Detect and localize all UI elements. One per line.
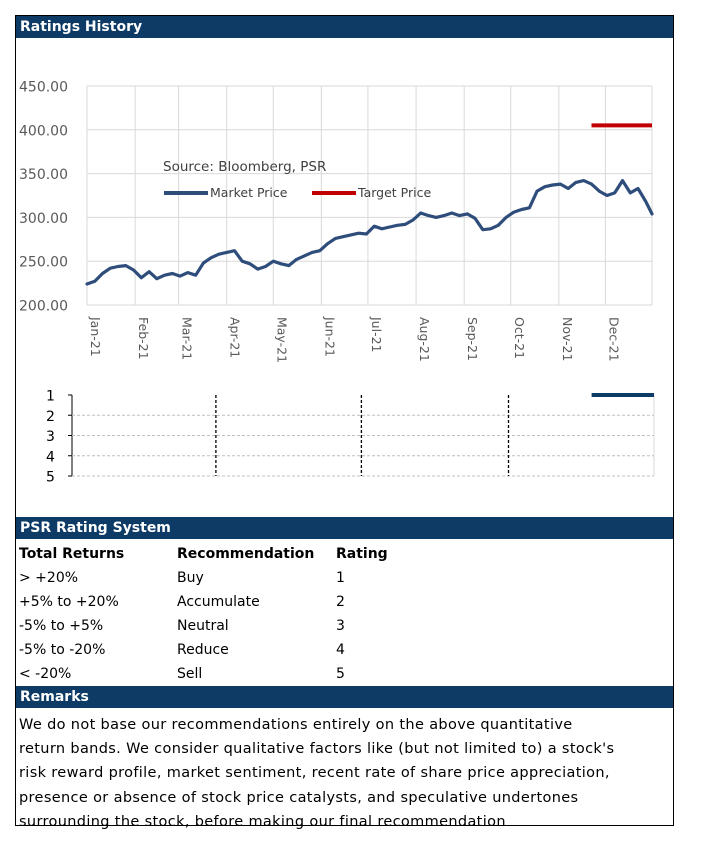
- remarks-line: risk reward profile, market sentiment, r…: [19, 765, 610, 782]
- remarks-title: Remarks: [20, 689, 89, 705]
- header-recommendation: Recommendation: [177, 546, 315, 562]
- price-x-axis: Jan-21 Feb-21 Mar-21 Apr-21 May-21 Jun-21 Jul-…: [88, 316, 621, 363]
- ratings-report-panel: Ratings History 450.00 400.00 350.00 300.00…: [15, 15, 674, 830]
- price-chart-grid: [86, 85, 653, 306]
- rating-cell: 5: [336, 666, 345, 682]
- header-rating: Rating: [336, 546, 388, 562]
- rating-cell: 1: [336, 570, 345, 586]
- x-tick-label: Feb-21: [136, 317, 151, 360]
- y-tick-label: 300.00: [19, 211, 68, 227]
- total-returns-cell: > +20%: [19, 570, 79, 586]
- rating-chart: 1 2 3 4 5: [46, 389, 655, 486]
- x-tick-label: Jun-21: [322, 316, 337, 357]
- total-returns-cell: -5% to -20%: [19, 642, 106, 658]
- x-tick-label: Apr-21: [228, 317, 243, 358]
- price-series-group: [85, 123, 654, 286]
- recommendation-cell: Accumulate: [177, 594, 260, 610]
- x-tick-label: Nov-21: [560, 317, 575, 361]
- rating-cell: 3: [336, 618, 345, 634]
- y-tick-label: 200.00: [19, 299, 68, 315]
- price-y-axis: 450.00 400.00 350.00 300.00 250.00 200.00: [19, 80, 68, 315]
- rating-cell: 2: [336, 594, 345, 610]
- x-tick-label: Oct-21: [512, 317, 527, 359]
- market-price-line: [85, 179, 654, 286]
- remarks-line: presence or absence of stock price catal…: [19, 789, 579, 806]
- rating-tick-label: 1: [46, 389, 55, 405]
- ratings-history-title: Ratings History: [20, 19, 143, 35]
- x-tick-label: Mar-21: [180, 317, 195, 360]
- price-legend: Source: Bloomberg, PSR Market Price Targ…: [163, 159, 431, 200]
- rating-cell: 4: [336, 642, 345, 658]
- remarks-text: We do not base our recommendations entir…: [19, 713, 669, 834]
- y-tick-label: 450.00: [19, 80, 68, 96]
- header-total-returns: Total Returns: [19, 546, 125, 562]
- rating-system-title: PSR Rating System: [20, 520, 171, 536]
- remarks-header: Remarks: [16, 686, 673, 708]
- rating-tick-label: 3: [46, 429, 55, 445]
- y-tick-label: 350.00: [19, 167, 68, 183]
- price-chart-svg: 450.00 400.00 350.00 300.00 250.00 200.00 Jan…: [19, 80, 655, 486]
- y-tick-label: 400.00: [19, 123, 68, 139]
- rating-tick-label: 5: [46, 470, 55, 486]
- total-returns-cell: +5% to +20%: [19, 594, 119, 610]
- market-price-legend-label: Market Price: [210, 185, 288, 200]
- remarks-line: return bands. We consider qualitative fa…: [19, 741, 615, 758]
- recommendation-cell: Neutral: [177, 618, 229, 634]
- x-tick-label: Sep-21: [465, 317, 480, 361]
- total-returns-cell: < -20%: [19, 666, 72, 682]
- y-tick-label: 250.00: [19, 255, 68, 271]
- total-returns-cell: -5% to +5%: [19, 618, 104, 634]
- x-tick-label: Jan-21: [88, 316, 103, 357]
- source-label: Source: Bloomberg, PSR: [163, 159, 326, 175]
- target-price-legend-label: Target Price: [357, 185, 431, 200]
- recommendation-cell: Sell: [177, 666, 203, 682]
- remarks-line: We do not base our recommendations entir…: [19, 717, 573, 733]
- ratings-history-header: Ratings History: [16, 16, 673, 38]
- x-tick-label: Jul-21: [369, 316, 384, 353]
- recommendation-cell: Buy: [177, 570, 204, 586]
- x-tick-label: Dec-21: [606, 317, 621, 362]
- rating-system-header: PSR Rating System: [16, 517, 673, 539]
- rating-tick-label: 2: [46, 409, 55, 425]
- x-tick-label: May-21: [274, 317, 289, 363]
- x-tick-label: Aug-21: [417, 317, 432, 362]
- recommendation-cell: Reduce: [177, 642, 229, 658]
- rating-tick-label: 4: [46, 449, 55, 465]
- remarks-line: surrounding the stock, before making our…: [19, 813, 506, 830]
